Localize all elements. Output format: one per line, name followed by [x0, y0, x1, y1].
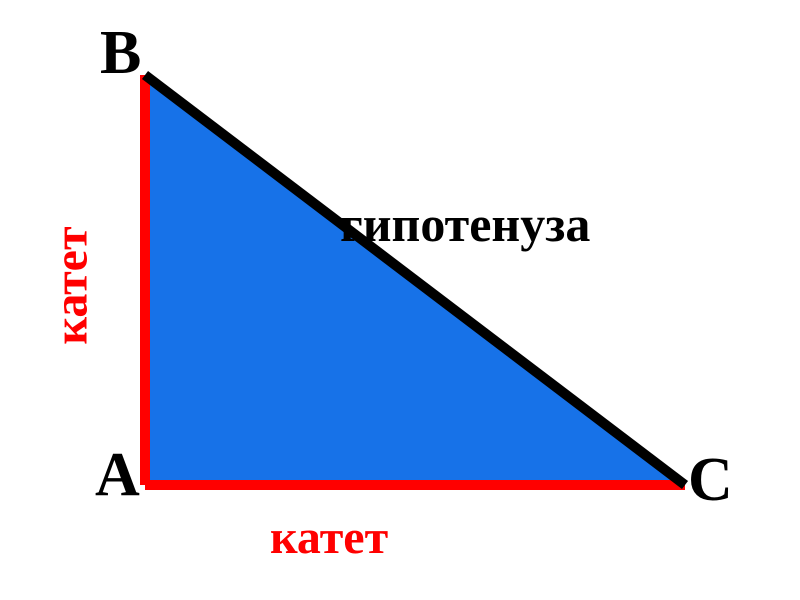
vertex-label-a: A — [95, 440, 140, 511]
vertex-label-c: C — [688, 445, 733, 516]
vertex-label-b: B — [100, 18, 141, 89]
diagram-canvas: B A C гипотенуза катет катет — [0, 0, 800, 600]
side-label-leg-vertical: катет — [44, 226, 99, 344]
side-label-hypotenuse: гипотенуза — [340, 195, 590, 253]
side-label-leg-horizontal: катет — [270, 510, 388, 565]
